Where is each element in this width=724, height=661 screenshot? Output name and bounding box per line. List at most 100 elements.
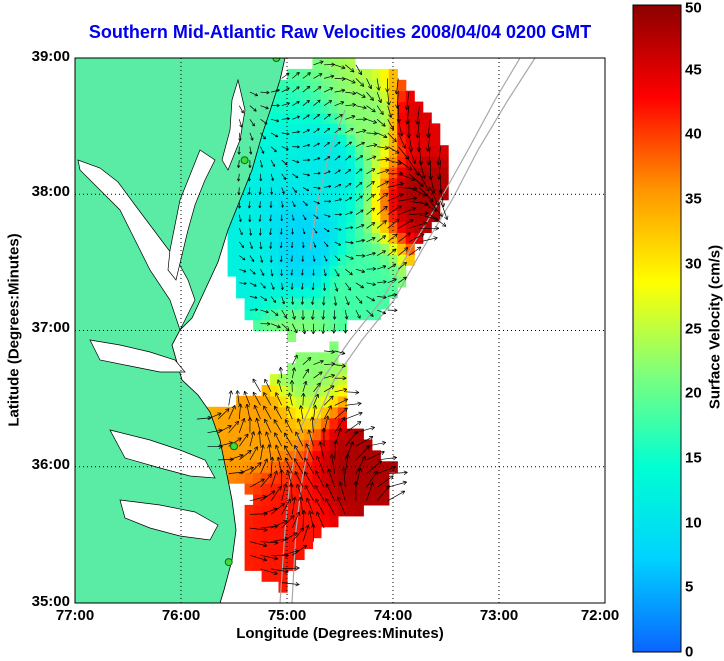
velocity-cell	[211, 407, 220, 419]
velocity-cell	[296, 134, 305, 146]
velocity-cell	[304, 385, 313, 397]
velocity-cell	[312, 243, 321, 255]
velocity-cell	[346, 287, 355, 299]
velocity-vector	[345, 412, 362, 419]
velocity-cell	[245, 538, 254, 550]
velocity-cell	[262, 429, 271, 441]
velocity-cell	[279, 309, 288, 321]
velocity-cell	[329, 222, 338, 234]
velocity-cell	[245, 516, 254, 528]
velocity-cell	[431, 145, 440, 157]
velocity-vector	[229, 391, 233, 406]
y-tick-label: 36:00	[0, 456, 70, 473]
velocity-cell	[372, 243, 381, 255]
velocity-cell	[338, 145, 347, 157]
y-tick-label: 38:00	[0, 183, 70, 200]
velocity-cell	[304, 254, 313, 266]
velocity-cell	[338, 429, 347, 441]
velocity-cell	[253, 320, 262, 332]
velocity-cell	[346, 102, 355, 114]
velocity-cell	[346, 505, 355, 517]
velocity-cell	[372, 472, 381, 484]
velocity-cell	[389, 134, 398, 146]
velocity-cell	[338, 200, 347, 212]
velocity-cell	[279, 102, 288, 114]
velocity-cell	[236, 243, 245, 255]
velocity-cell	[219, 418, 228, 430]
velocity-cell	[262, 211, 271, 223]
velocity-cell	[338, 440, 347, 452]
velocity-cell	[363, 450, 372, 462]
velocity-cell	[423, 123, 432, 134]
velocity-cell	[406, 123, 415, 134]
velocity-cell	[304, 320, 313, 332]
velocity-cell	[338, 472, 347, 484]
velocity-cell	[431, 178, 440, 190]
velocity-cell	[304, 211, 313, 223]
velocity-cell	[245, 559, 254, 571]
velocity-cell	[262, 287, 271, 299]
velocity-cell	[296, 91, 305, 103]
velocity-cell	[312, 145, 321, 157]
velocity-cell	[346, 222, 355, 234]
velocity-cell	[363, 211, 372, 223]
velocity-cell	[279, 222, 288, 234]
velocity-cell	[329, 80, 338, 92]
velocity-cell	[287, 527, 296, 539]
radar-site-marker	[231, 443, 238, 450]
velocity-cell	[296, 505, 305, 517]
velocity-cell	[304, 243, 313, 255]
x-tick-label: 77:00	[56, 607, 94, 624]
velocity-cell	[363, 156, 372, 168]
velocity-cell	[363, 265, 372, 277]
velocity-cell	[321, 320, 330, 332]
velocity-cell	[279, 265, 288, 277]
velocity-cell	[355, 200, 364, 212]
velocity-cell	[296, 113, 305, 125]
velocity-cell	[262, 254, 271, 266]
velocity-cell	[262, 309, 271, 321]
velocity-cell	[329, 287, 338, 299]
velocity-cell	[270, 527, 279, 539]
velocity-cell	[346, 58, 355, 70]
velocity-cell	[253, 298, 262, 310]
velocity-cell	[287, 298, 296, 310]
velocity-cell	[262, 538, 271, 550]
velocity-cell	[414, 200, 423, 212]
velocity-cell	[228, 472, 237, 484]
velocity-cell	[279, 374, 288, 386]
velocity-cell	[321, 440, 330, 452]
velocity-cell	[287, 222, 296, 234]
colorbar-tick-label: 15	[685, 450, 702, 467]
velocity-vector	[388, 481, 407, 487]
velocity-cell	[372, 232, 381, 244]
velocity-cell	[279, 178, 288, 190]
x-tick-label: 73:00	[480, 607, 518, 624]
velocity-cell	[279, 156, 288, 168]
colorbar-tick-label: 50	[685, 0, 702, 17]
velocity-cell	[236, 472, 245, 484]
velocity-cell	[304, 265, 313, 277]
velocity-cell	[279, 527, 288, 539]
velocity-cell	[389, 461, 398, 473]
velocity-cell	[304, 396, 313, 408]
velocity-cell	[389, 222, 398, 234]
velocity-cell	[245, 309, 254, 321]
velocity-cell	[321, 189, 330, 201]
velocity-cell	[279, 472, 288, 484]
velocity-cell	[338, 374, 347, 386]
velocity-cell	[346, 483, 355, 495]
velocity-cell	[287, 156, 296, 168]
velocity-cell	[262, 450, 271, 462]
velocity-cell	[270, 113, 279, 125]
velocity-cell	[228, 265, 237, 277]
velocity-cell	[253, 505, 262, 517]
velocity-cell	[304, 167, 313, 179]
velocity-cell	[262, 156, 271, 168]
velocity-cell	[372, 450, 381, 462]
velocity-cell	[372, 254, 381, 266]
velocity-cell	[338, 178, 347, 190]
velocity-cell	[329, 276, 338, 288]
velocity-cell	[363, 232, 372, 244]
velocity-cell	[321, 363, 330, 375]
